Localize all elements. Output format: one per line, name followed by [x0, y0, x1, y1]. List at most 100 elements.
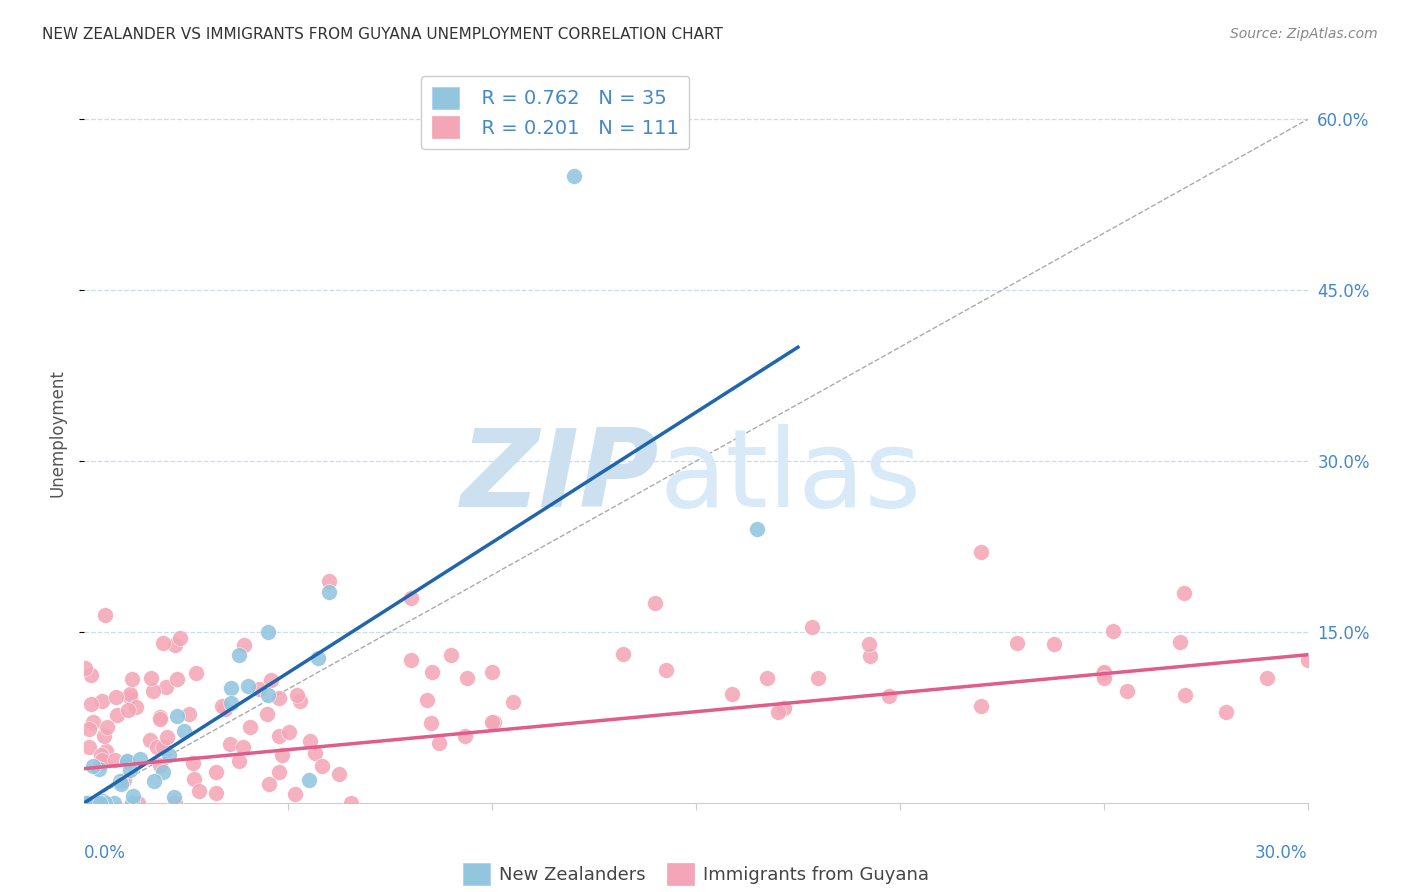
- Point: [104, 753, 127, 767]
- Point: [267, 765, 290, 780]
- Point: [169, 632, 191, 646]
- Point: [232, 638, 254, 652]
- Point: [187, 784, 209, 798]
- Point: [284, 787, 307, 801]
- Point: [121, 796, 143, 810]
- Point: [112, 772, 135, 787]
- Point: [77, 722, 100, 736]
- Point: [108, 773, 131, 788]
- Point: [420, 665, 443, 680]
- Point: [1168, 634, 1191, 648]
- Point: [858, 637, 880, 651]
- Text: 0.0%: 0.0%: [84, 844, 127, 862]
- Point: [121, 672, 143, 686]
- Point: [766, 705, 789, 719]
- Point: [96, 744, 118, 758]
- Point: [149, 710, 172, 724]
- Point: [82, 759, 104, 773]
- Point: [401, 653, 423, 667]
- Text: 30.0%: 30.0%: [1256, 844, 1308, 862]
- Point: [105, 707, 128, 722]
- Point: [1092, 665, 1115, 680]
- Point: [1215, 705, 1237, 719]
- Point: [269, 729, 291, 743]
- Point: [90, 747, 112, 762]
- Text: Source: ZipAtlas.com: Source: ZipAtlas.com: [1230, 27, 1378, 41]
- Point: [93, 607, 115, 622]
- Y-axis label: Unemployment: Unemployment: [48, 368, 66, 497]
- Point: [149, 758, 172, 772]
- Point: [256, 706, 278, 721]
- Point: [399, 591, 422, 605]
- Point: [152, 739, 174, 754]
- Point: [1173, 586, 1195, 600]
- Point: [163, 790, 186, 805]
- Point: [90, 753, 112, 767]
- Text: NEW ZEALANDER VS IMMIGRANTS FROM GUYANA UNEMPLOYMENT CORRELATION CHART: NEW ZEALANDER VS IMMIGRANTS FROM GUYANA …: [42, 27, 723, 42]
- Point: [440, 648, 463, 662]
- Point: [502, 695, 524, 709]
- Point: [80, 698, 103, 712]
- Point: [481, 714, 503, 729]
- Point: [75, 661, 97, 675]
- Point: [970, 545, 993, 559]
- Point: [166, 673, 188, 687]
- Point: [166, 708, 188, 723]
- Point: [118, 763, 141, 777]
- Point: [858, 648, 880, 663]
- Point: [142, 684, 165, 698]
- Point: [93, 794, 115, 808]
- Point: [307, 651, 329, 665]
- Point: [118, 687, 141, 701]
- Point: [260, 673, 283, 687]
- Point: [115, 754, 138, 768]
- Point: [877, 689, 900, 703]
- Point: [219, 737, 242, 751]
- Point: [228, 648, 250, 662]
- Point: [304, 746, 326, 760]
- Point: [1092, 665, 1115, 679]
- Point: [183, 772, 205, 787]
- Point: [219, 696, 242, 710]
- Point: [1043, 636, 1066, 650]
- Point: [90, 755, 112, 769]
- Point: [773, 701, 796, 715]
- Point: [127, 796, 149, 810]
- Point: [644, 597, 666, 611]
- Point: [115, 754, 138, 768]
- Point: [278, 725, 301, 739]
- Point: [152, 765, 174, 780]
- Point: [287, 688, 309, 702]
- Point: [247, 681, 270, 696]
- Point: [298, 734, 321, 748]
- Point: [257, 777, 280, 791]
- Point: [328, 767, 350, 781]
- Point: [146, 739, 169, 754]
- Point: [77, 796, 100, 810]
- Point: [288, 694, 311, 708]
- Point: [1115, 684, 1137, 698]
- Point: [96, 720, 118, 734]
- Point: [721, 687, 744, 701]
- Point: [117, 703, 139, 717]
- Point: [122, 789, 145, 804]
- Point: [211, 699, 233, 714]
- Point: [139, 672, 162, 686]
- Point: [236, 679, 259, 693]
- Point: [118, 690, 141, 705]
- Point: [747, 523, 769, 537]
- Point: [1005, 635, 1028, 649]
- Point: [87, 762, 110, 776]
- Point: [125, 699, 148, 714]
- Point: [205, 764, 228, 779]
- Point: [311, 759, 333, 773]
- Point: [221, 681, 243, 696]
- Point: [1174, 688, 1197, 702]
- Point: [228, 754, 250, 768]
- Point: [1296, 653, 1319, 667]
- Point: [80, 668, 103, 682]
- Point: [93, 729, 115, 743]
- Point: [152, 636, 174, 650]
- Point: [165, 638, 187, 652]
- Point: [562, 169, 585, 184]
